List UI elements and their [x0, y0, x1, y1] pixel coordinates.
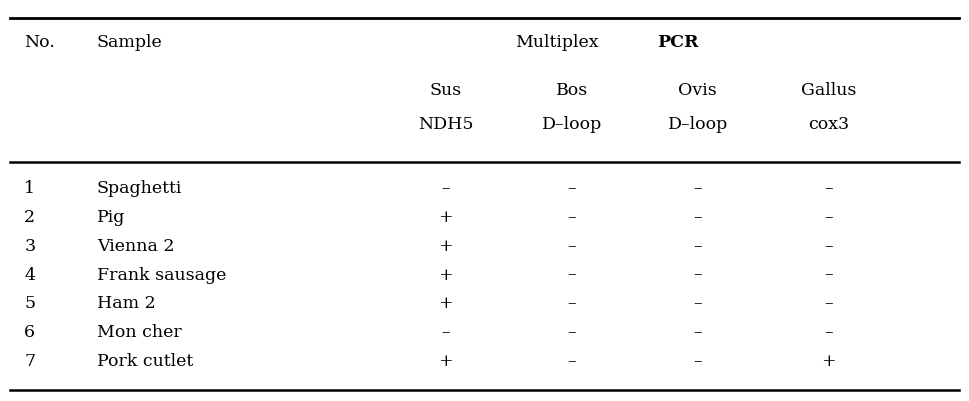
Text: –: – — [825, 324, 832, 341]
Text: No.: No. — [24, 34, 55, 51]
Text: D–loop: D–loop — [542, 116, 602, 133]
Text: Frank sausage: Frank sausage — [97, 267, 227, 284]
Text: PCR: PCR — [658, 34, 699, 51]
Text: –: – — [694, 267, 702, 284]
Text: Spaghetti: Spaghetti — [97, 180, 182, 197]
Text: NDH5: NDH5 — [418, 116, 474, 133]
Text: Sus: Sus — [429, 82, 462, 99]
Text: 1: 1 — [24, 180, 35, 197]
Text: 4: 4 — [24, 267, 35, 284]
Text: 6: 6 — [24, 324, 35, 341]
Text: Pork cutlet: Pork cutlet — [97, 353, 193, 370]
Text: –: – — [442, 180, 450, 197]
Text: Vienna 2: Vienna 2 — [97, 238, 174, 255]
Text: Pig: Pig — [97, 209, 125, 226]
Text: Multiplex: Multiplex — [516, 34, 599, 51]
Text: +: + — [438, 209, 453, 226]
Text: 2: 2 — [24, 209, 35, 226]
Text: +: + — [438, 267, 453, 284]
Text: –: – — [694, 209, 702, 226]
Text: –: – — [568, 180, 576, 197]
Text: Mon cher: Mon cher — [97, 324, 181, 341]
Text: +: + — [438, 353, 453, 370]
Text: –: – — [568, 324, 576, 341]
Text: –: – — [825, 238, 832, 255]
Text: –: – — [568, 353, 576, 370]
Text: Ovis: Ovis — [678, 82, 717, 99]
Text: +: + — [821, 353, 836, 370]
Text: –: – — [568, 296, 576, 312]
Text: +: + — [438, 238, 453, 255]
Text: –: – — [825, 180, 832, 197]
Text: –: – — [825, 267, 832, 284]
Text: –: – — [825, 209, 832, 226]
Text: +: + — [438, 296, 453, 312]
Text: Bos: Bos — [555, 82, 588, 99]
Text: 3: 3 — [24, 238, 35, 255]
Text: –: – — [694, 353, 702, 370]
Text: Sample: Sample — [97, 34, 163, 51]
Text: –: – — [694, 324, 702, 341]
Text: –: – — [568, 238, 576, 255]
Text: Gallus: Gallus — [800, 82, 857, 99]
Text: D–loop: D–loop — [668, 116, 728, 133]
Text: –: – — [568, 267, 576, 284]
Text: –: – — [694, 238, 702, 255]
Text: –: – — [825, 296, 832, 312]
Text: cox3: cox3 — [808, 116, 849, 133]
Text: –: – — [568, 209, 576, 226]
Text: –: – — [694, 296, 702, 312]
Text: –: – — [694, 180, 702, 197]
Text: 7: 7 — [24, 353, 35, 370]
Text: –: – — [442, 324, 450, 341]
Text: 5: 5 — [24, 296, 35, 312]
Text: Ham 2: Ham 2 — [97, 296, 156, 312]
